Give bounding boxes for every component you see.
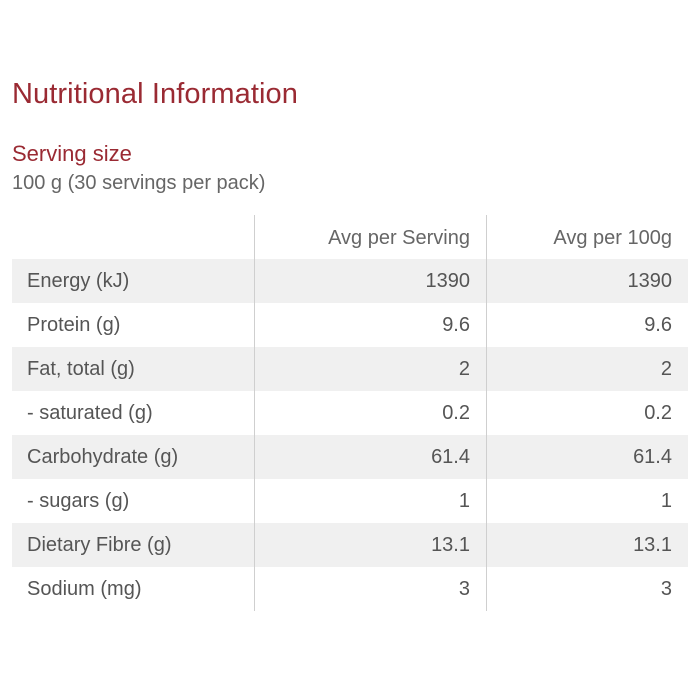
nutrient-name: Sodium (mg) [12, 567, 255, 611]
table-row: Fat, total (g) 2 2 [12, 347, 688, 391]
header-cell-per-serving: Avg per Serving [255, 215, 487, 259]
per-100g-value: 9.6 [644, 313, 672, 336]
table-row: Sodium (mg) 3 3 [12, 567, 688, 611]
per-100g-value: 61.4 [633, 445, 672, 468]
nutrient-name: Dietary Fibre (g) [12, 523, 255, 567]
nutrient-name: Fat, total (g) [12, 347, 255, 391]
per-100g-value: 0.2 [644, 401, 672, 424]
per-serving-value: 61.4 [255, 435, 487, 479]
table-row: - saturated (g) 0.2 0.2 [12, 391, 688, 435]
serving-size-value: 100 g (30 servings per pack) [12, 172, 266, 194]
nutrient-name: - sugars (g) [12, 479, 255, 523]
per-serving-value: 3 [255, 567, 487, 611]
per-100g-value: 2 [660, 357, 672, 380]
header-cell-per-100g: Avg per 100g [553, 226, 672, 249]
nutrient-name: Protein (g) [12, 303, 255, 347]
nutrient-name: - saturated (g) [12, 391, 255, 435]
per-serving-value: 9.6 [255, 303, 487, 347]
per-100g-value: 13.1 [633, 533, 672, 556]
per-100g-value: 3 [660, 577, 672, 600]
nutrient-name: Carbohydrate (g) [12, 435, 255, 479]
header-cell-nutrient [12, 215, 255, 259]
table-row: Carbohydrate (g) 61.4 61.4 [12, 435, 688, 479]
table-row: - sugars (g) 1 1 [12, 479, 688, 523]
table-row: Dietary Fibre (g) 13.1 13.1 [12, 523, 688, 567]
nutrient-name: Energy (kJ) [12, 259, 255, 303]
table-row: Energy (kJ) 1390 1390 [12, 259, 688, 303]
per-serving-value: 1390 [255, 259, 487, 303]
serving-size-label: Serving size [12, 141, 132, 166]
per-serving-value: 2 [255, 347, 487, 391]
per-serving-value: 1 [255, 479, 487, 523]
per-100g-value: 1 [660, 489, 672, 512]
page-title: Nutritional Information [12, 78, 298, 110]
table-header-row: Avg per Serving Avg per 100g [12, 215, 688, 259]
nutrition-table: Avg per Serving Avg per 100g Energy (kJ)… [12, 215, 688, 611]
per-100g-value: 1390 [627, 269, 673, 292]
per-serving-value: 13.1 [255, 523, 487, 567]
per-serving-value: 0.2 [255, 391, 487, 435]
table-row: Protein (g) 9.6 9.6 [12, 303, 688, 347]
